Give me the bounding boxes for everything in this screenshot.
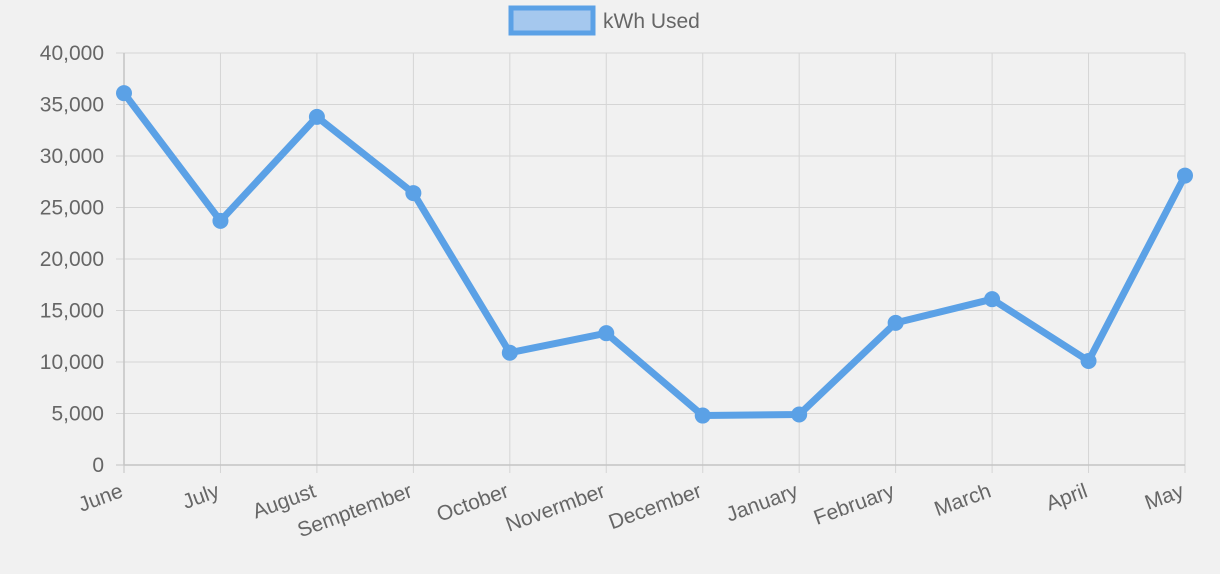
x-tick-label: Novermber: [503, 479, 608, 536]
series-line: [120, 89, 1189, 420]
data-point[interactable]: [598, 325, 615, 342]
y-tick-label: 30,000: [40, 145, 104, 168]
x-tick-label: January: [723, 479, 802, 526]
data-point[interactable]: [212, 212, 229, 229]
y-tick-label: 20,000: [40, 248, 104, 271]
x-tick-label: February: [811, 479, 898, 530]
data-point[interactable]: [984, 291, 1001, 308]
y-tick-label: 0: [92, 454, 104, 477]
legend-label[interactable]: kWh Used: [603, 10, 700, 33]
y-tick-label: 40,000: [40, 42, 104, 65]
data-point[interactable]: [694, 407, 711, 424]
data-point[interactable]: [1080, 352, 1097, 369]
y-tick-label: 35,000: [40, 94, 104, 117]
y-axis-labels: 0 5,000 10,000 15,000 20,000 25,000 30,000 35,0…: [40, 42, 104, 477]
x-tick-label: June: [75, 479, 126, 516]
x-tick-label: December: [606, 479, 705, 534]
axes: [123, 53, 1185, 466]
x-tick-label: May: [1142, 479, 1188, 514]
y-tick-label: 5,000: [51, 403, 104, 426]
data-point[interactable]: [501, 344, 518, 361]
data-point[interactable]: [1177, 167, 1193, 184]
data-point[interactable]: [116, 85, 132, 102]
data-point[interactable]: [887, 314, 904, 331]
y-tick-label: 25,000: [40, 197, 104, 220]
data-point[interactable]: [308, 108, 325, 125]
x-tick-label: October: [434, 479, 512, 526]
grid: [116, 52, 1186, 473]
data-point[interactable]: [791, 406, 808, 423]
x-tick-label: March: [931, 479, 994, 521]
data-point[interactable]: [405, 185, 422, 202]
x-tick-label: July: [179, 479, 222, 514]
series-kwh-used: [116, 85, 1193, 424]
legend-swatch[interactable]: [508, 5, 596, 36]
legend[interactable]: kWh Used: [508, 5, 700, 36]
y-tick-label: 10,000: [40, 351, 104, 374]
y-tick-label: 15,000: [40, 300, 104, 323]
x-tick-label: April: [1043, 479, 1090, 515]
